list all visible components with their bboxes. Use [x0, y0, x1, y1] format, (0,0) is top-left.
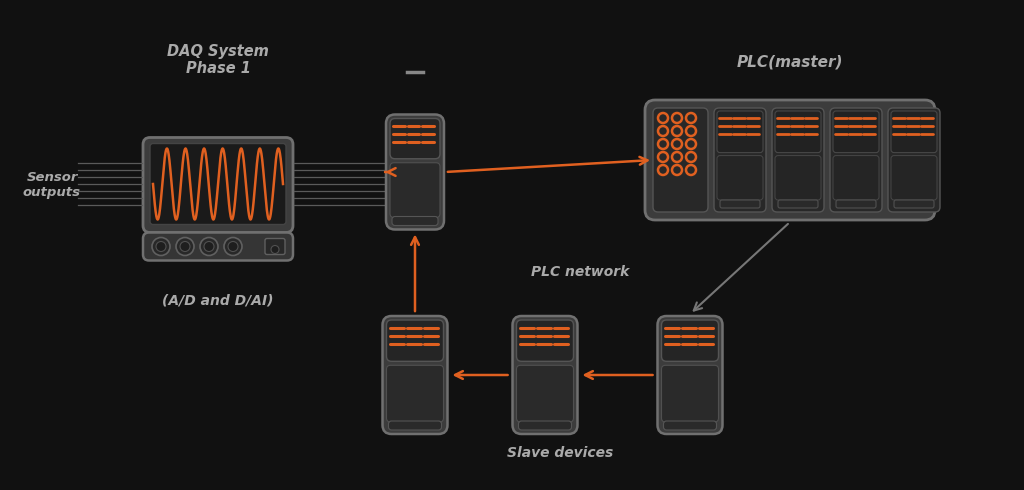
FancyBboxPatch shape: [662, 366, 719, 422]
Circle shape: [200, 238, 218, 255]
Circle shape: [156, 242, 166, 251]
FancyBboxPatch shape: [386, 320, 443, 361]
FancyBboxPatch shape: [265, 239, 285, 254]
FancyBboxPatch shape: [390, 163, 440, 218]
Circle shape: [204, 242, 214, 251]
FancyBboxPatch shape: [657, 316, 723, 434]
FancyBboxPatch shape: [143, 138, 293, 232]
FancyBboxPatch shape: [150, 144, 286, 224]
Circle shape: [224, 238, 242, 255]
FancyBboxPatch shape: [894, 200, 934, 208]
Circle shape: [152, 238, 170, 255]
FancyBboxPatch shape: [653, 108, 708, 212]
FancyBboxPatch shape: [714, 108, 766, 212]
FancyBboxPatch shape: [386, 115, 444, 229]
FancyBboxPatch shape: [720, 200, 760, 208]
Text: PLC(master): PLC(master): [736, 54, 843, 70]
FancyBboxPatch shape: [717, 111, 763, 152]
FancyBboxPatch shape: [717, 156, 763, 200]
FancyBboxPatch shape: [386, 366, 443, 422]
FancyBboxPatch shape: [662, 320, 719, 361]
FancyBboxPatch shape: [516, 366, 573, 422]
Circle shape: [271, 245, 279, 253]
FancyBboxPatch shape: [518, 421, 571, 430]
Text: Slave devices: Slave devices: [507, 446, 613, 460]
Circle shape: [228, 242, 238, 251]
FancyBboxPatch shape: [891, 156, 937, 200]
FancyBboxPatch shape: [775, 111, 821, 152]
FancyBboxPatch shape: [383, 316, 447, 434]
FancyBboxPatch shape: [645, 100, 935, 220]
FancyBboxPatch shape: [388, 421, 441, 430]
FancyBboxPatch shape: [778, 200, 818, 208]
FancyBboxPatch shape: [143, 232, 293, 261]
Text: Sensor
outputs: Sensor outputs: [23, 171, 81, 199]
FancyBboxPatch shape: [891, 111, 937, 152]
FancyBboxPatch shape: [772, 108, 824, 212]
FancyBboxPatch shape: [836, 200, 876, 208]
Circle shape: [176, 238, 194, 255]
Text: DAQ System
Phase 1: DAQ System Phase 1: [167, 44, 269, 76]
Circle shape: [180, 242, 190, 251]
FancyBboxPatch shape: [392, 217, 438, 225]
FancyBboxPatch shape: [516, 320, 573, 361]
FancyBboxPatch shape: [888, 108, 940, 212]
Text: PLC network: PLC network: [530, 265, 629, 279]
FancyBboxPatch shape: [664, 421, 717, 430]
FancyBboxPatch shape: [512, 316, 578, 434]
FancyBboxPatch shape: [833, 156, 879, 200]
FancyBboxPatch shape: [775, 156, 821, 200]
FancyBboxPatch shape: [390, 119, 440, 159]
FancyBboxPatch shape: [830, 108, 882, 212]
FancyBboxPatch shape: [833, 111, 879, 152]
Text: (A/D and D/AI): (A/D and D/AI): [162, 293, 273, 307]
